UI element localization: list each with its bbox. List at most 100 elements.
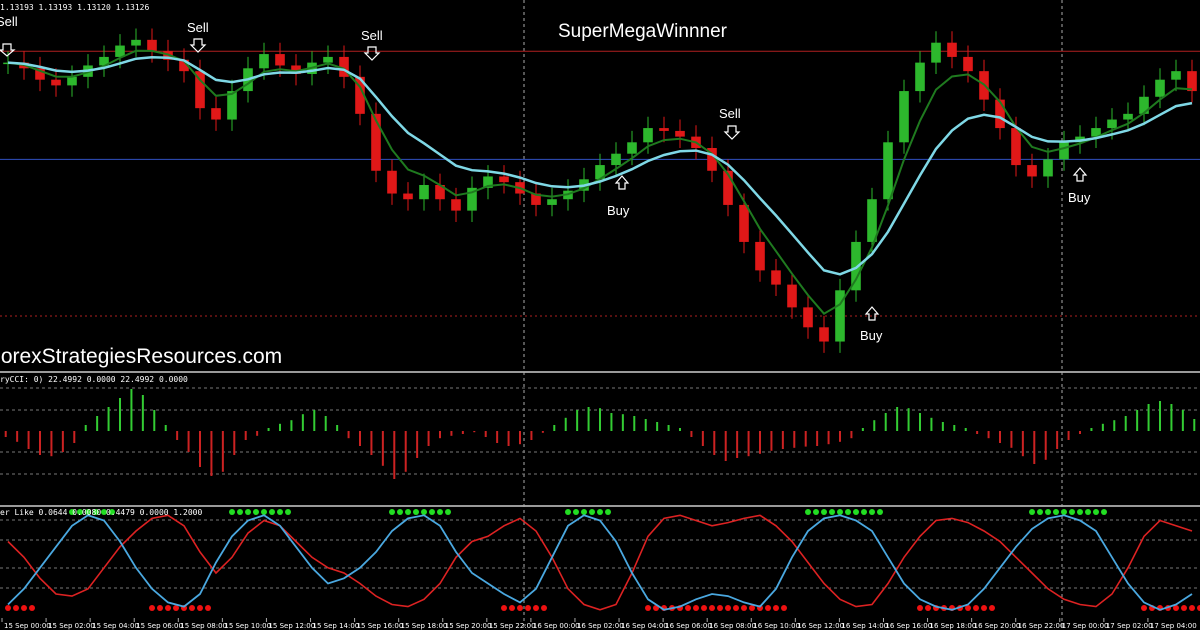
- overbought-dot: [421, 509, 427, 515]
- cci-bar: [16, 431, 19, 442]
- time-axis-label: 15 Sep 04:00: [92, 622, 139, 630]
- candle-body: [1187, 71, 1197, 92]
- oversold-dot: [173, 605, 179, 611]
- cci-bar: [50, 431, 53, 457]
- cci-bar: [850, 431, 853, 439]
- overbought-dot: [429, 509, 435, 515]
- overbought-dot: [1085, 509, 1091, 515]
- cci-bar: [119, 398, 121, 431]
- cci-bar: [724, 431, 727, 461]
- cci-bar: [507, 431, 510, 446]
- up-arrow-icon: [864, 306, 880, 321]
- time-axis-label: 15 Sep 06:00: [136, 622, 183, 630]
- oversold-dot: [501, 605, 507, 611]
- cci-bar: [107, 407, 110, 431]
- cci-bar: [873, 420, 876, 431]
- slow-moving-average: [7, 55, 1193, 276]
- overbought-dot: [1045, 509, 1051, 515]
- overbought-dot: [1037, 509, 1043, 515]
- time-axis-label: 15 Sep 12:00: [268, 622, 315, 630]
- overbought-dot: [253, 509, 259, 515]
- candle-body: [643, 128, 653, 143]
- time-axis-label: 16 Sep 06:00: [665, 622, 712, 630]
- time-axis-label: 16 Sep 08:00: [709, 622, 756, 630]
- cci-bar: [164, 425, 167, 431]
- time-axis-label: 16 Sep 14:00: [841, 622, 888, 630]
- cci-bar: [1090, 428, 1093, 431]
- oversold-dot: [533, 605, 539, 611]
- candle-body: [787, 284, 797, 308]
- cci-bar: [1033, 431, 1036, 464]
- candle-body: [547, 199, 557, 205]
- cci-bar: [473, 431, 476, 433]
- candle-body: [899, 91, 909, 143]
- candle-body: [163, 51, 173, 60]
- overbought-dot: [437, 509, 443, 515]
- cci-bar: [736, 431, 739, 458]
- candle-body: [35, 68, 45, 80]
- cci-bar: [404, 431, 407, 472]
- down-arrow-icon: [723, 125, 741, 140]
- cci-bar: [1136, 410, 1139, 431]
- cci-bar: [1067, 431, 1070, 440]
- oscillator-blue-line: [7, 514, 1193, 611]
- oversold-dot: [21, 605, 27, 611]
- time-axis-label: 16 Sep 18:00: [930, 622, 977, 630]
- oversold-dot: [517, 605, 523, 611]
- oversold-dot: [149, 605, 155, 611]
- oversold-dot: [973, 605, 979, 611]
- time-axis-label: 16 Sep 10:00: [753, 622, 800, 630]
- oversold-dot: [29, 605, 35, 611]
- overbought-dot: [1053, 509, 1059, 515]
- time-axis-label: 15 Sep 16:00: [357, 622, 404, 630]
- candle-body: [291, 65, 301, 74]
- cci-bar: [496, 431, 499, 443]
- cci-bar: [804, 431, 807, 447]
- cci-bar: [1159, 401, 1161, 431]
- cci-bar: [381, 431, 384, 466]
- cci-bar: [519, 431, 521, 445]
- candle-body: [835, 290, 845, 342]
- cci-bar: [279, 423, 281, 431]
- candle-body: [339, 56, 349, 77]
- candle-body: [499, 176, 509, 183]
- cci-bar: [450, 431, 453, 436]
- overbought-dot: [845, 509, 851, 515]
- candle-body: [195, 71, 205, 109]
- time-axis-label: 15 Sep 22:00: [489, 622, 536, 630]
- time-axis-label: 15 Sep 14:00: [313, 622, 360, 630]
- cci-bar: [610, 413, 613, 431]
- time-axis-label: 16 Sep 02:00: [577, 622, 624, 630]
- time-axis-label: 16 Sep 16:00: [885, 622, 932, 630]
- overbought-dot: [245, 509, 251, 515]
- candle-body: [867, 199, 877, 242]
- time-axis-label: 17 Sep 00:00: [1062, 622, 1109, 630]
- cci-bar: [267, 428, 270, 431]
- oversold-dot: [965, 605, 971, 611]
- oversold-dot: [981, 605, 987, 611]
- oversold-dot: [773, 605, 779, 611]
- overbought-dot: [829, 509, 835, 515]
- cci-bar: [953, 425, 956, 431]
- oversold-dot: [725, 605, 731, 611]
- overbought-dot: [1061, 509, 1067, 515]
- candle-body: [179, 59, 189, 72]
- candle-body: [1123, 113, 1133, 120]
- cci-bar: [884, 413, 887, 431]
- time-axis-label: 16 Sep 00:00: [533, 622, 580, 630]
- cci-bar: [747, 431, 750, 457]
- overbought-dot: [389, 509, 395, 515]
- candle-body: [883, 142, 893, 200]
- cci-bar: [61, 431, 64, 452]
- overbought-dot: [269, 509, 275, 515]
- candle-body: [915, 62, 925, 92]
- overbought-dot: [565, 509, 571, 515]
- cci-bar: [427, 431, 430, 446]
- cci-bar: [73, 431, 76, 443]
- up-arrow-icon: [1072, 167, 1088, 182]
- watermark: ForexStrategiesResources.com: [0, 345, 282, 368]
- fast-moving-average: [7, 49, 1193, 315]
- cci-bar: [4, 431, 7, 437]
